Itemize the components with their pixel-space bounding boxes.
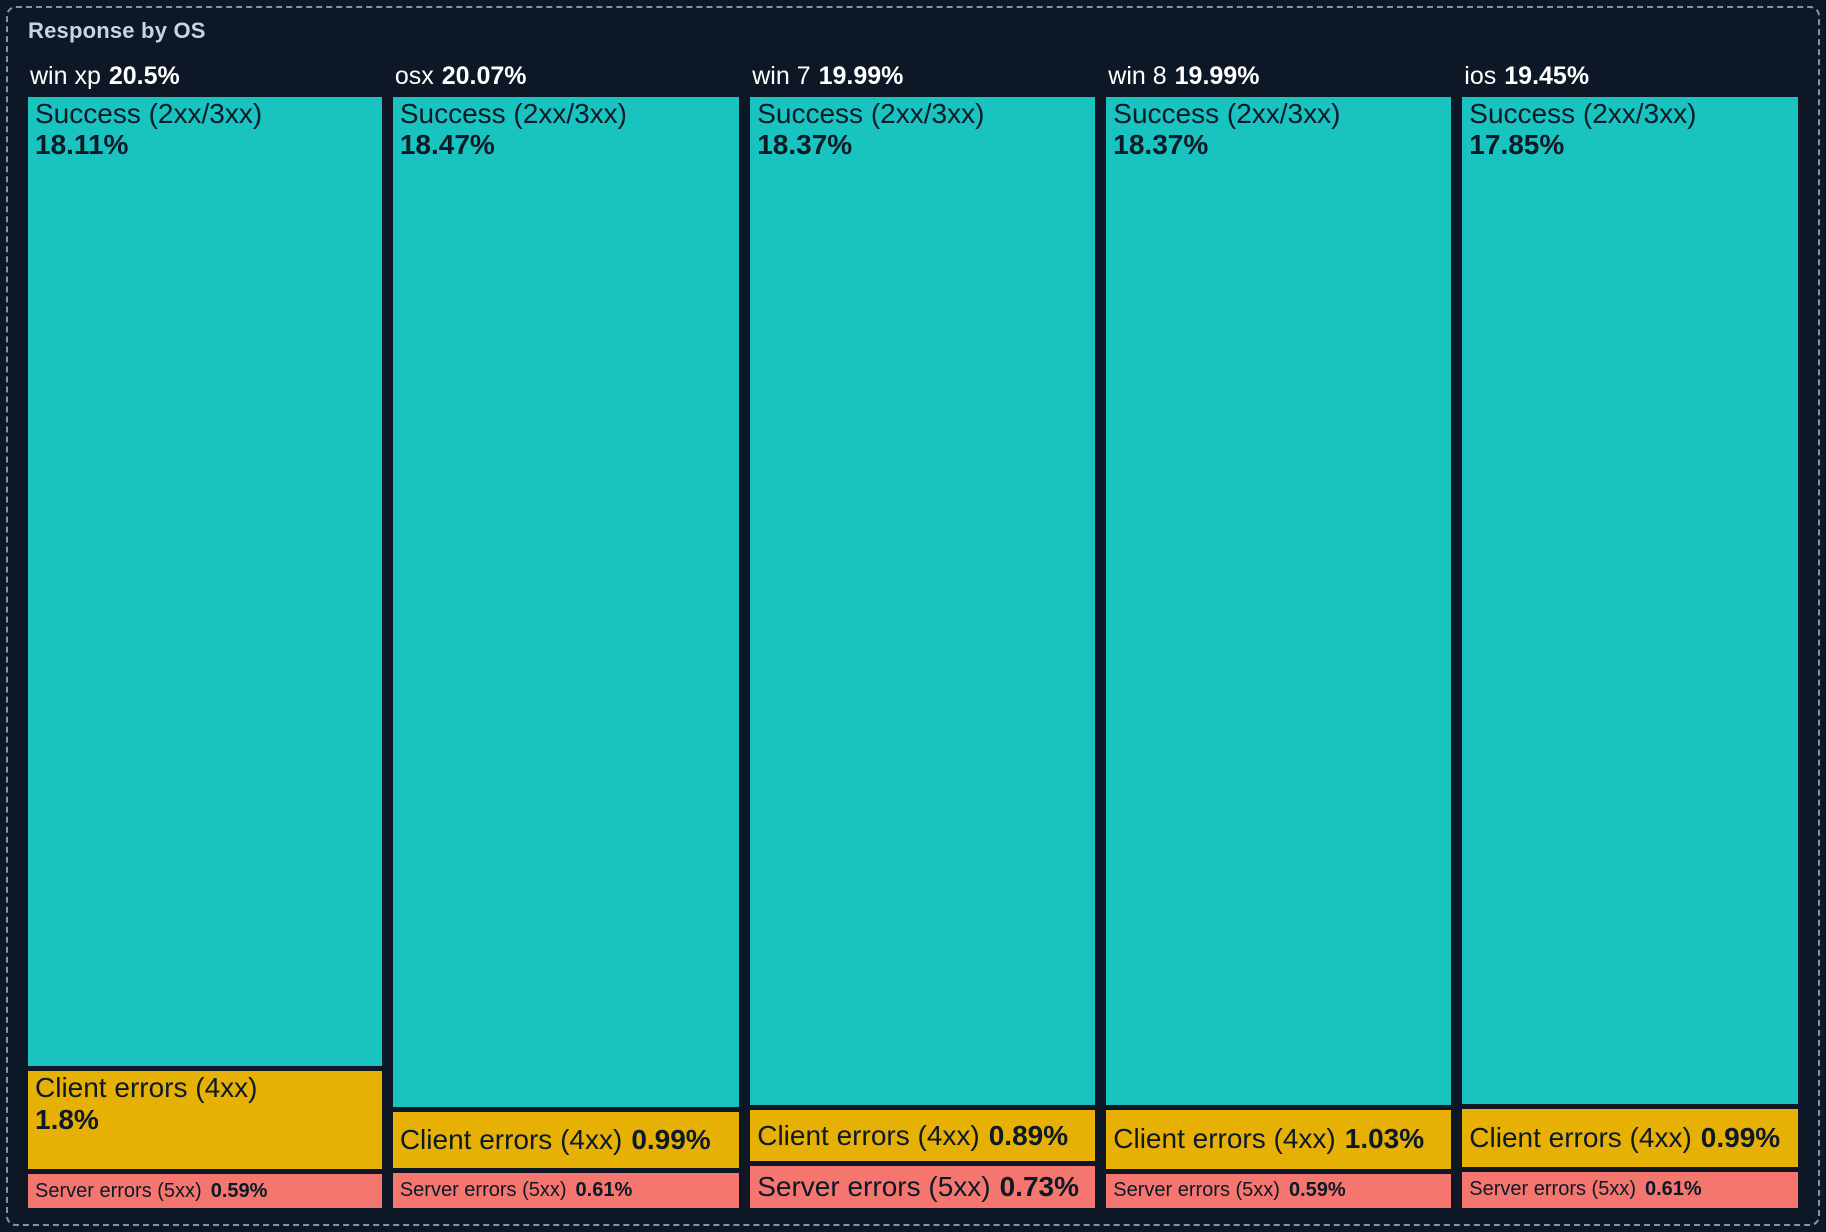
treemap-column-win-7: win 7 19.99% Success (2xx/3xx) 18.37% Client…	[750, 54, 1096, 1208]
tile-label: Client errors (4xx)	[757, 1119, 980, 1151]
tile-pct: 1.8%	[35, 1103, 99, 1135]
tile-pct: 17.85%	[1469, 129, 1565, 161]
os-total-pct: 19.99%	[1174, 62, 1260, 90]
os-label: win xp	[30, 62, 101, 90]
treemap-tile-success-win-8[interactable]: Success (2xx/3xx) 18.37%	[1106, 97, 1452, 1106]
treemap-column-win-8: win 8 19.99% Success (2xx/3xx) 18.37% Client…	[1106, 54, 1452, 1208]
tile-pct: 18.37%	[1113, 129, 1209, 161]
column-header-win-8[interactable]: win 8 19.99%	[1106, 54, 1451, 97]
os-label: osx	[394, 62, 434, 90]
tile-pct: 0.59%	[1288, 1179, 1346, 1202]
tile-pct: 18.37%	[757, 129, 853, 161]
tile-pct: 0.61%	[575, 1178, 633, 1201]
tile-label: Client errors (4xx)	[399, 1123, 623, 1155]
tile-label: Client errors (4xx)	[35, 1072, 258, 1104]
tile-label: Client errors (4xx)	[1113, 1123, 1336, 1155]
column-blocks: Success (2xx/3xx) 18.11% Client errors (4x…	[28, 97, 382, 1208]
treemap-chart: win xp 20.5% Success (2xx/3xx) 18.11% Client…	[28, 54, 1798, 1208]
treemap-tile-success-win-xp[interactable]: Success (2xx/3xx) 18.11%	[28, 97, 382, 1067]
column-header-osx[interactable]: osx 20.07%	[393, 54, 739, 97]
tile-label: Server errors (5xx)	[399, 1178, 567, 1201]
tile-pct: 18.11%	[35, 129, 129, 161]
treemap-tile-client-win-xp[interactable]: Client errors (4xx) 1.8%	[28, 1071, 382, 1170]
tile-label: Server errors (5xx)	[1113, 1179, 1280, 1202]
treemap-tile-server-win-8[interactable]: Server errors (5xx) 0.59%	[1106, 1173, 1452, 1208]
os-total-pct: 20.07%	[441, 62, 527, 90]
treemap-tile-client-win-7[interactable]: Client errors (4xx) 0.89%	[750, 1110, 1096, 1162]
os-total-pct: 19.99%	[818, 62, 904, 90]
os-total-pct: 20.5%	[108, 62, 180, 90]
os-label: win 7	[752, 62, 811, 90]
column-blocks: Success (2xx/3xx) 18.37% Client errors (4x…	[1106, 97, 1452, 1208]
tile-label: Success (2xx/3xx)	[1113, 98, 1341, 129]
tile-pct: 0.89%	[988, 1119, 1069, 1151]
treemap-tile-client-win-8[interactable]: Client errors (4xx) 1.03%	[1106, 1110, 1452, 1169]
tile-pct: 1.03%	[1344, 1123, 1425, 1155]
tile-label: Server errors (5xx)	[757, 1171, 991, 1202]
column-blocks: Success (2xx/3xx) 17.85% Client errors (4x…	[1462, 97, 1798, 1208]
response-by-os-panel: Response by OS win xp 20.5% Success (2xx/3…	[6, 6, 1820, 1226]
tile-pct: 0.59%	[210, 1179, 268, 1202]
treemap-tile-success-ios[interactable]: Success (2xx/3xx) 17.85%	[1462, 97, 1798, 1104]
treemap-column-osx: osx 20.07% Success (2xx/3xx) 18.47% Client e…	[392, 54, 740, 1208]
treemap-tile-server-osx[interactable]: Server errors (5xx) 0.61%	[392, 1172, 740, 1208]
treemap-column-ios: ios 19.45% Success (2xx/3xx) 17.85% Client e…	[1462, 54, 1798, 1208]
tile-pct: 0.99%	[631, 1123, 711, 1155]
treemap-tile-server-win-7[interactable]: Server errors (5xx) 0.73%	[750, 1166, 1096, 1208]
tile-pct: 18.47%	[399, 129, 495, 161]
treemap-column-win-xp: win xp 20.5% Success (2xx/3xx) 18.11% Client…	[28, 54, 382, 1208]
column-header-win-7[interactable]: win 7 19.99%	[750, 54, 1095, 97]
tile-label: Client errors (4xx)	[1469, 1121, 1692, 1153]
treemap-tile-success-win-7[interactable]: Success (2xx/3xx) 18.37%	[750, 97, 1096, 1106]
treemap-tile-client-ios[interactable]: Client errors (4xx) 0.99%	[1462, 1108, 1798, 1167]
tile-label: Success (2xx/3xx)	[757, 98, 985, 129]
treemap-tile-server-win-xp[interactable]: Server errors (5xx) 0.59%	[28, 1174, 382, 1208]
tile-label: Server errors (5xx)	[35, 1179, 202, 1202]
os-total-pct: 19.45%	[1504, 62, 1590, 90]
treemap-tile-server-ios[interactable]: Server errors (5xx) 0.61%	[1462, 1171, 1798, 1208]
column-blocks: Success (2xx/3xx) 18.47% Client errors (4x…	[392, 97, 740, 1208]
os-label: ios	[1464, 62, 1497, 90]
tile-pct: 0.61%	[1645, 1178, 1702, 1201]
os-label: win 8	[1108, 62, 1167, 90]
column-header-win-xp[interactable]: win xp 20.5%	[28, 54, 382, 97]
tile-label: Success (2xx/3xx)	[35, 98, 263, 129]
column-blocks: Success (2xx/3xx) 18.37% Client errors (4x…	[750, 97, 1096, 1208]
panel-title: Response by OS	[28, 18, 206, 43]
treemap-tile-client-osx[interactable]: Client errors (4xx) 0.99%	[392, 1111, 740, 1168]
tile-label: Server errors (5xx)	[1469, 1178, 1636, 1201]
tile-pct: 0.73%	[999, 1171, 1080, 1202]
tile-pct: 0.99%	[1700, 1121, 1781, 1153]
tile-label: Success (2xx/3xx)	[399, 98, 627, 129]
tile-label: Success (2xx/3xx)	[1469, 98, 1697, 129]
column-header-ios[interactable]: ios 19.45%	[1462, 54, 1798, 97]
treemap-tile-success-osx[interactable]: Success (2xx/3xx) 18.47%	[392, 97, 740, 1107]
